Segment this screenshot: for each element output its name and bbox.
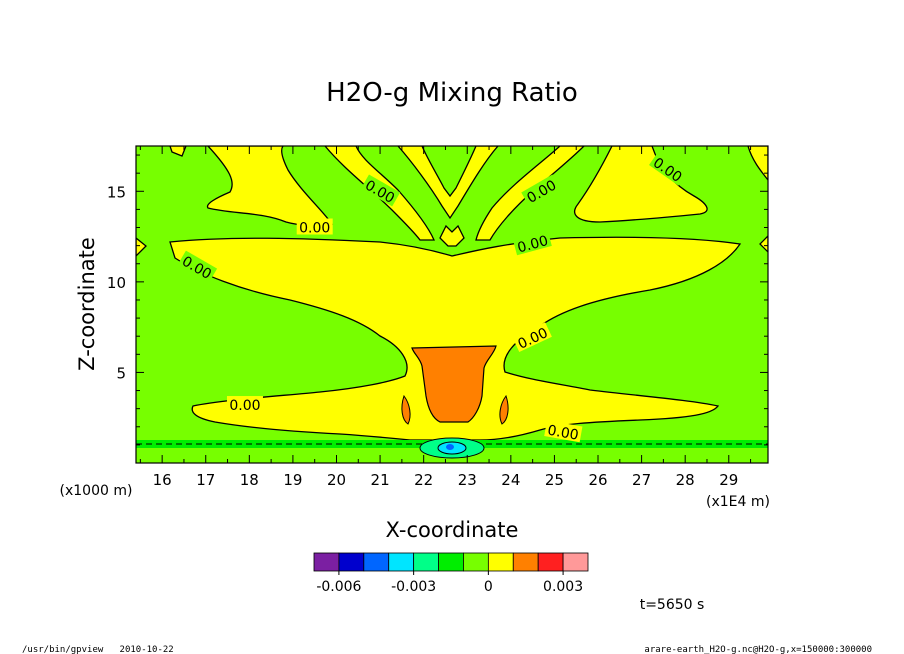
contour-label: 0.00 bbox=[226, 396, 263, 414]
x-axis-label: X-coordinate bbox=[386, 518, 519, 542]
yellow-center-notch bbox=[439, 224, 465, 247]
yellow-right-edge-sliver bbox=[759, 235, 768, 253]
yellow-center-fork bbox=[397, 146, 499, 220]
colorbar-swatch bbox=[438, 552, 464, 572]
y-tick-label: 10 bbox=[107, 274, 126, 292]
x-tick-label: 24 bbox=[501, 471, 520, 489]
x-tick-label: 17 bbox=[196, 471, 215, 489]
y-tick-label: 5 bbox=[116, 364, 126, 382]
contour-label-text: 0.00 bbox=[229, 398, 260, 414]
time-label: t=5650 s bbox=[640, 597, 705, 613]
colorbar-tick-label: -0.006 bbox=[316, 579, 361, 595]
contour-label: 0.00 bbox=[512, 230, 552, 257]
orange-core-streak-left bbox=[401, 394, 411, 425]
yellow-upper-right-tendril bbox=[574, 146, 708, 223]
yellow-left-edge-sliver bbox=[136, 237, 147, 257]
contour-label-text: 0.00 bbox=[516, 233, 550, 257]
colorbar-swatch bbox=[537, 552, 564, 572]
x-tick-label: 29 bbox=[719, 471, 738, 489]
contour-field bbox=[136, 146, 768, 463]
contour-label-bg bbox=[360, 174, 401, 207]
colorbar-swatch bbox=[512, 552, 539, 572]
y-tick-label: 15 bbox=[107, 183, 126, 201]
orange-core-region bbox=[411, 345, 497, 423]
chart-title: H2O-g Mixing Ratio bbox=[326, 78, 578, 108]
x-unit-label: (x1E4 m) bbox=[706, 494, 770, 510]
x-tick-label: 16 bbox=[153, 471, 172, 489]
colorbar-swatch bbox=[363, 552, 390, 572]
x-tick-label: 26 bbox=[588, 471, 607, 489]
contour-label-bg bbox=[544, 420, 583, 443]
yellow-anvil-region bbox=[169, 236, 742, 441]
footer-left: /usr/bin/gpview 2010-10-22 bbox=[22, 645, 174, 654]
contour-label-bg bbox=[648, 151, 688, 186]
y-axis-label: Z-coordinate bbox=[75, 237, 99, 371]
x-tick-label: 28 bbox=[676, 471, 695, 489]
y-axis: 5 10 15 bbox=[107, 154, 768, 446]
footer-right: arare-earth_H2O-g.nc@H2O-g,x=150000:3000… bbox=[644, 645, 872, 654]
contour-label-bg bbox=[226, 396, 263, 413]
colorbar-swatch bbox=[313, 552, 340, 572]
contour-label-bg bbox=[512, 322, 552, 352]
colorbar-swatch bbox=[413, 552, 439, 572]
colorbar: -0.006 -0.003 0 0.003 bbox=[313, 552, 589, 595]
x-axis: 16 17 18 19 20 21 22 23 24 25 26 27 28 29 bbox=[139, 146, 752, 489]
x-tick-label: 20 bbox=[327, 471, 346, 489]
x-tick-label: 22 bbox=[414, 471, 433, 489]
contour-label-bg bbox=[177, 250, 218, 283]
x-tick-label: 18 bbox=[240, 471, 259, 489]
x-tick-label: 19 bbox=[283, 471, 302, 489]
contour-label-bg bbox=[521, 174, 561, 207]
colorbar-tick-label: 0.003 bbox=[543, 579, 583, 595]
plot-frame bbox=[135, 145, 769, 464]
colorbar-swatch bbox=[463, 552, 489, 572]
x-tick-label: 27 bbox=[632, 471, 651, 489]
colorbar-swatch bbox=[487, 552, 514, 572]
yellow-upper-left-tendril bbox=[206, 146, 334, 226]
orange-core-streak-right bbox=[499, 394, 509, 425]
deep-blue-spot bbox=[446, 444, 454, 450]
colorbar-swatch bbox=[562, 552, 589, 572]
contour-label-text: 0.00 bbox=[546, 423, 579, 444]
x-tick-label: 25 bbox=[545, 471, 564, 489]
colorbar-tick-label: -0.003 bbox=[391, 579, 436, 595]
colorbar-swatch bbox=[388, 552, 415, 572]
contour-label: 0.00 bbox=[544, 420, 583, 444]
x-tick-label: 21 bbox=[371, 471, 390, 489]
contour-label-text: 0.00 bbox=[299, 221, 330, 237]
contour-label-bg bbox=[512, 230, 552, 256]
yellow-top-left-sliver bbox=[169, 146, 187, 157]
yellow-top-right-sliver bbox=[747, 146, 768, 182]
x-tick-label: 23 bbox=[458, 471, 477, 489]
contour-label-bg bbox=[296, 218, 333, 235]
y-unit-label: (x1000 m) bbox=[60, 483, 133, 499]
contour-label: 0.00 bbox=[296, 218, 333, 237]
colorbar-tick-label: 0 bbox=[484, 579, 493, 595]
colorbar-swatch bbox=[338, 552, 365, 572]
